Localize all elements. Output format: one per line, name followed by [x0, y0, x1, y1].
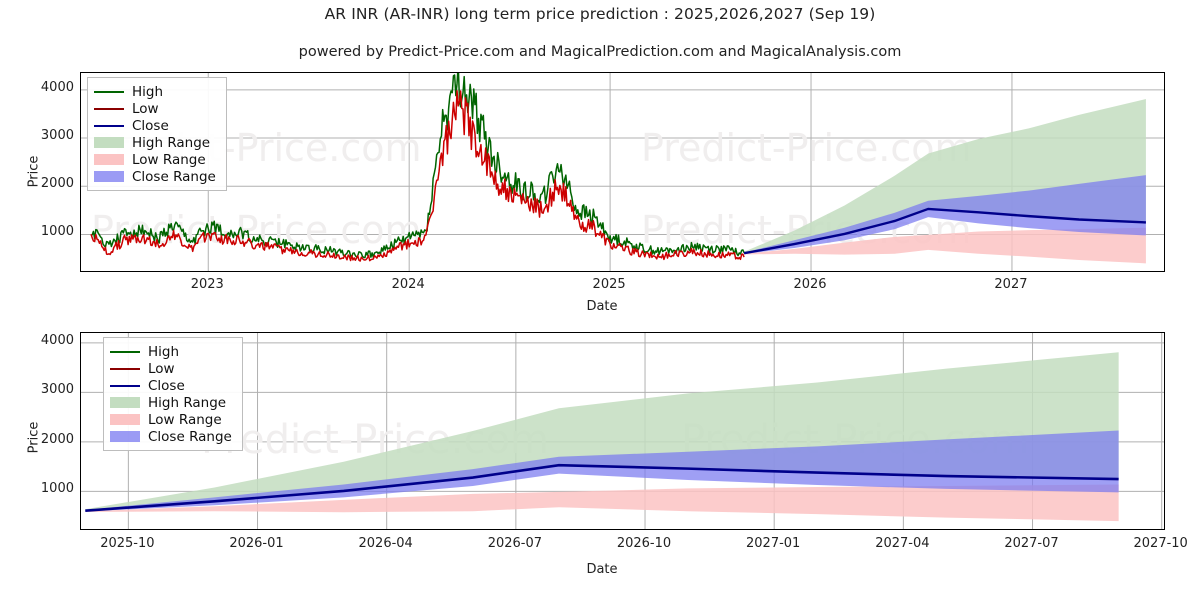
bottom-x-tick: 2026-04 — [358, 536, 413, 551]
legend-line-swatch — [110, 367, 140, 370]
top-x-tick: 2027 — [994, 277, 1028, 292]
top-legend: High Low Close High Range Low Range Close Ran… — [87, 77, 227, 191]
legend-label: Close Range — [132, 168, 216, 185]
legend-label: Low Range — [132, 151, 206, 168]
top-legend-item-high: High — [94, 83, 218, 100]
legend-label: Low — [148, 360, 175, 377]
top-y-tick: 1000 — [40, 224, 74, 240]
bottom-legend-item-high: High — [110, 343, 234, 360]
bottom-x-tick: 2027-07 — [1004, 536, 1059, 551]
page-subtitle: powered by Predict-Price.com and Magical… — [298, 44, 902, 60]
legend-label: Close Range — [148, 428, 232, 445]
bottom-legend: High Low Close High Range Low Range Close Ran… — [103, 337, 243, 451]
legend-label: High Range — [132, 134, 211, 151]
legend-line-swatch — [110, 384, 140, 387]
top-y-tick: 2000 — [40, 176, 74, 192]
legend-line-swatch — [94, 107, 124, 110]
legend-label: Close — [132, 117, 169, 134]
bottom-x-tick: 2027-04 — [875, 536, 930, 551]
legend-label: High — [132, 83, 164, 100]
page-title: AR INR (AR-INR) long term price predicti… — [324, 5, 876, 23]
top-x-axis-label: Date — [586, 299, 618, 314]
legend-patch-swatch — [94, 154, 124, 165]
top-chart-panel: Price 1000 2000 3000 4000 Predict-Price.com… — [26, 72, 1165, 314]
bottom-y-tick: 1000 — [40, 481, 74, 497]
legend-label: Close — [148, 377, 185, 394]
top-x-tick: 2024 — [391, 277, 425, 292]
legend-label: High Range — [148, 394, 227, 411]
bottom-legend-item-close: Close — [110, 377, 234, 394]
top-x-tick: 2025 — [592, 277, 626, 292]
top-plot-svg: Predict-Price.com Predict-Price.comPredic… — [81, 73, 1164, 271]
top-legend-item-low: Low — [94, 100, 218, 117]
legend-line-swatch — [94, 124, 124, 127]
bottom-y-tick: 3000 — [40, 382, 74, 398]
bottom-x-axis-label: Date — [586, 562, 618, 577]
top-x-tick: 2026 — [793, 277, 827, 292]
bottom-legend-item-close-range: Close Range — [110, 428, 234, 445]
bottom-legend-item-low: Low — [110, 360, 234, 377]
top-legend-item-close-range: Close Range — [94, 168, 218, 185]
top-legend-item-high-range: High Range — [94, 134, 218, 151]
legend-line-swatch — [110, 350, 140, 353]
top-legend-item-close: Close — [94, 117, 218, 134]
top-y-tick: 3000 — [40, 128, 74, 144]
top-y-tick: 4000 — [40, 79, 74, 95]
bottom-x-tick: 2026-07 — [487, 536, 543, 551]
bottom-chart-panel: Price 1000 2000 3000 4000 Predict-Price.com… — [0, 320, 1200, 600]
legend-label: Low Range — [148, 411, 222, 428]
bottom-legend-item-low-range: Low Range — [110, 411, 234, 428]
legend-patch-swatch — [110, 414, 140, 425]
bottom-legend-item-high-range: High Range — [110, 394, 234, 411]
top-legend-item-low-range: Low Range — [94, 151, 218, 168]
top-x-tick: 2023 — [190, 277, 224, 292]
legend-label: Low — [132, 100, 159, 117]
bottom-x-tick: 2025-10 — [100, 536, 155, 551]
top-y-axis-label: Price — [26, 155, 42, 188]
bottom-y-tick: 4000 — [40, 332, 74, 348]
bottom-x-tick: 2027-01 — [746, 536, 801, 551]
bottom-x-tick: 2027-10 — [1133, 536, 1188, 551]
top-plot-area: Predict-Price.com Predict-Price.com Predic… — [80, 72, 1165, 272]
legend-patch-swatch — [94, 137, 124, 148]
legend-patch-swatch — [110, 397, 140, 408]
bottom-x-tick: 2026-10 — [616, 536, 672, 551]
legend-patch-swatch — [94, 171, 124, 182]
legend-label: High — [148, 343, 180, 360]
legend-patch-swatch — [110, 431, 140, 442]
bottom-x-tick: 2026-01 — [229, 536, 284, 551]
bottom-y-tick: 2000 — [40, 431, 74, 447]
legend-line-swatch — [94, 90, 124, 93]
